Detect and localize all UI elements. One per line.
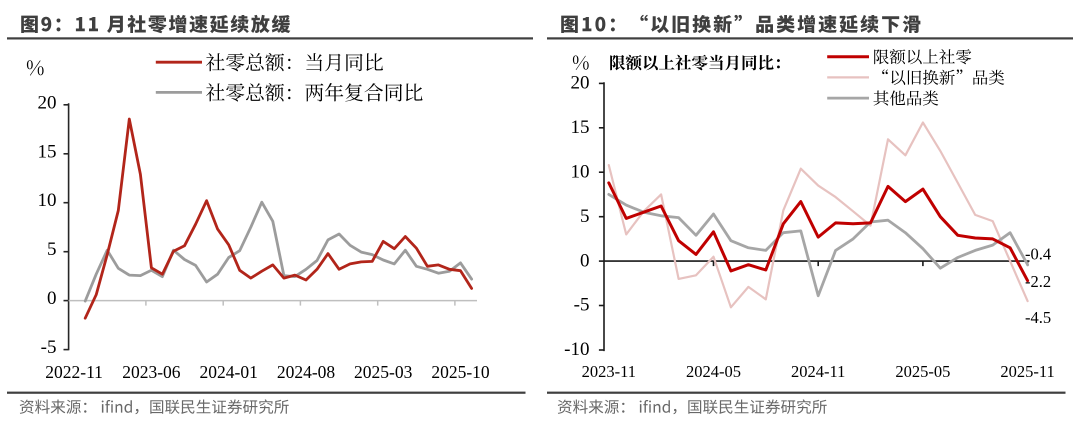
svg-text:2024-11: 2024-11 <box>791 362 845 381</box>
svg-text:15: 15 <box>571 117 590 138</box>
svg-text:-2.2: -2.2 <box>1025 272 1051 291</box>
svg-text:0: 0 <box>47 288 57 309</box>
svg-text:10: 10 <box>571 161 590 182</box>
svg-text:2025-03: 2025-03 <box>354 362 413 382</box>
svg-text:-5: -5 <box>574 295 590 316</box>
svg-text:-5: -5 <box>41 337 57 358</box>
svg-text:15: 15 <box>38 141 57 162</box>
svg-text:20: 20 <box>571 73 590 94</box>
svg-text:2025-11: 2025-11 <box>1000 362 1054 381</box>
svg-text:5: 5 <box>47 239 57 260</box>
svg-text:5: 5 <box>580 206 590 227</box>
svg-text:-4.5: -4.5 <box>1025 308 1051 327</box>
svg-text:2024-08: 2024-08 <box>277 362 336 382</box>
svg-text:2024-05: 2024-05 <box>686 362 741 381</box>
svg-text:2023-11: 2023-11 <box>582 362 636 381</box>
svg-text:2023-06: 2023-06 <box>122 362 181 382</box>
svg-text:2025-05: 2025-05 <box>895 362 950 381</box>
svg-text:2025-10: 2025-10 <box>431 362 490 382</box>
svg-text:-10: -10 <box>564 339 589 360</box>
svg-text:10: 10 <box>38 190 57 211</box>
svg-text:2022-11: 2022-11 <box>45 362 103 382</box>
svg-text:-0.4: -0.4 <box>1025 245 1051 264</box>
svg-text:0: 0 <box>580 250 590 271</box>
svg-text:2024-01: 2024-01 <box>200 362 258 382</box>
svg-text:20: 20 <box>38 92 57 113</box>
